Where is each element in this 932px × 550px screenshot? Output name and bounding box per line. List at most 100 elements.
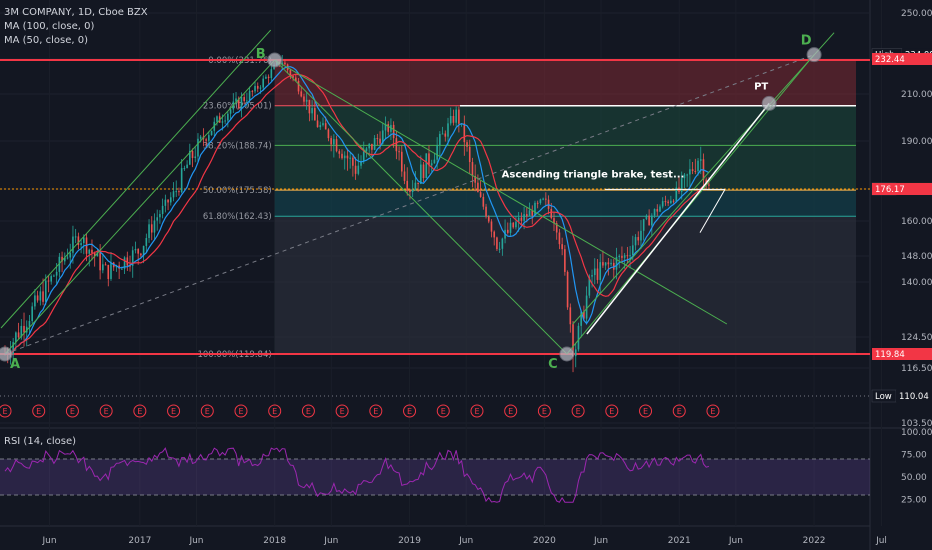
candle-body <box>12 342 14 354</box>
price-tag-low: Low 110.04 <box>871 389 932 403</box>
ma50-line <box>4 66 710 355</box>
candle-body <box>330 138 332 145</box>
candle-body <box>83 237 85 244</box>
time-tick-label: Jul <box>875 536 887 546</box>
rsi-legend: RSI (14, close) <box>4 436 77 447</box>
earnings-marker-label: E <box>306 407 311 416</box>
earnings-marker-label: E <box>643 407 648 416</box>
price-tag-value-box <box>872 183 932 195</box>
candle-body <box>150 224 153 233</box>
candle-body <box>55 271 58 276</box>
candle-body <box>169 197 172 203</box>
candle-body <box>237 98 240 109</box>
candle-body <box>626 255 629 257</box>
candle-body <box>91 249 93 253</box>
candle-body <box>39 291 42 301</box>
candle-body <box>648 215 650 226</box>
candle-body <box>72 236 74 253</box>
pattern-point-marker <box>0 346 13 362</box>
candle-body <box>555 223 558 233</box>
candle-body <box>479 192 482 197</box>
trendline-ab <box>4 59 276 355</box>
candle-body <box>69 252 72 258</box>
candle-body <box>528 210 531 217</box>
candle-body <box>447 123 449 137</box>
earnings-marker <box>65 404 79 418</box>
candle-body <box>335 139 338 152</box>
pattern-point-marker <box>806 47 822 63</box>
candle-body <box>642 219 645 231</box>
candle-body <box>262 78 265 88</box>
candle-body <box>539 199 542 204</box>
earnings-marker-label: E <box>407 407 412 416</box>
pattern-point-label: B <box>256 47 266 62</box>
price-tick-label: 140.00 <box>901 278 932 288</box>
earnings-marker-label: E <box>441 407 446 416</box>
candle-body <box>267 76 270 79</box>
candle-body <box>490 221 493 232</box>
candle-body <box>463 123 466 143</box>
earnings-marker-label: E <box>205 407 210 416</box>
candle-body <box>509 222 512 233</box>
candle-body <box>240 97 243 109</box>
candle-body <box>42 291 44 302</box>
earnings-marker <box>436 404 450 418</box>
candle-body <box>110 262 112 279</box>
candle-body <box>137 249 139 254</box>
earnings-marker-label: E <box>609 407 614 416</box>
price-tick-label: 116.50 <box>901 364 932 374</box>
candle-body <box>28 320 31 327</box>
price-tag-last: 176.17 <box>872 183 932 195</box>
price-tick-label: 103.50 <box>901 419 932 429</box>
candle-body <box>50 276 53 282</box>
candle-body <box>346 155 349 159</box>
price-tag-label: Low <box>875 392 892 402</box>
candle-body <box>439 133 441 146</box>
candle-body <box>381 130 384 144</box>
fib-zone <box>274 190 856 217</box>
earnings-marker <box>133 404 147 418</box>
candle-body <box>126 257 129 266</box>
candle-body <box>140 253 142 256</box>
rsi-line <box>4 447 710 503</box>
candle-body <box>164 199 167 206</box>
price-tag-value: 119.84 <box>875 350 905 360</box>
candle-body <box>248 90 251 101</box>
candle-body <box>172 191 175 198</box>
candle-body <box>425 153 428 179</box>
candle-body <box>371 143 373 150</box>
candle-body <box>487 216 490 222</box>
candle-body <box>675 187 678 202</box>
earnings-marker <box>639 404 653 418</box>
candle-body <box>360 161 362 166</box>
candle-body <box>550 208 553 219</box>
fib-level-label: 61.80%(162.43) <box>203 212 272 222</box>
candle-body <box>352 157 354 166</box>
candle-body <box>680 178 683 192</box>
candle-body <box>178 191 180 193</box>
candle-body <box>433 159 436 164</box>
candle-body <box>123 257 126 269</box>
candle-body <box>387 124 390 132</box>
candle-body <box>384 124 387 131</box>
candle-body <box>631 245 634 256</box>
candle-body <box>251 90 254 92</box>
candle-body <box>308 99 311 114</box>
candle-body <box>403 171 406 181</box>
fib-zone <box>274 145 856 191</box>
candle-body <box>156 217 159 221</box>
fib-level-label: 23.60%(205.01) <box>203 102 272 112</box>
rsi-tick-label: 100.00 <box>901 428 932 438</box>
candle-body <box>74 236 77 238</box>
price-tag-value: 110.04 <box>899 392 929 402</box>
candle-body <box>501 238 504 249</box>
price-tag-value-box <box>896 390 932 402</box>
candle-body <box>199 136 202 139</box>
earnings-marker-label: E <box>677 407 682 416</box>
fib-level-label: 50.00%(175.58) <box>203 186 272 196</box>
candle-body <box>362 151 365 162</box>
candle-body <box>167 199 169 203</box>
candle-body <box>618 255 621 258</box>
chart-annotation: Ascending triangle brake, test... <box>502 170 685 181</box>
